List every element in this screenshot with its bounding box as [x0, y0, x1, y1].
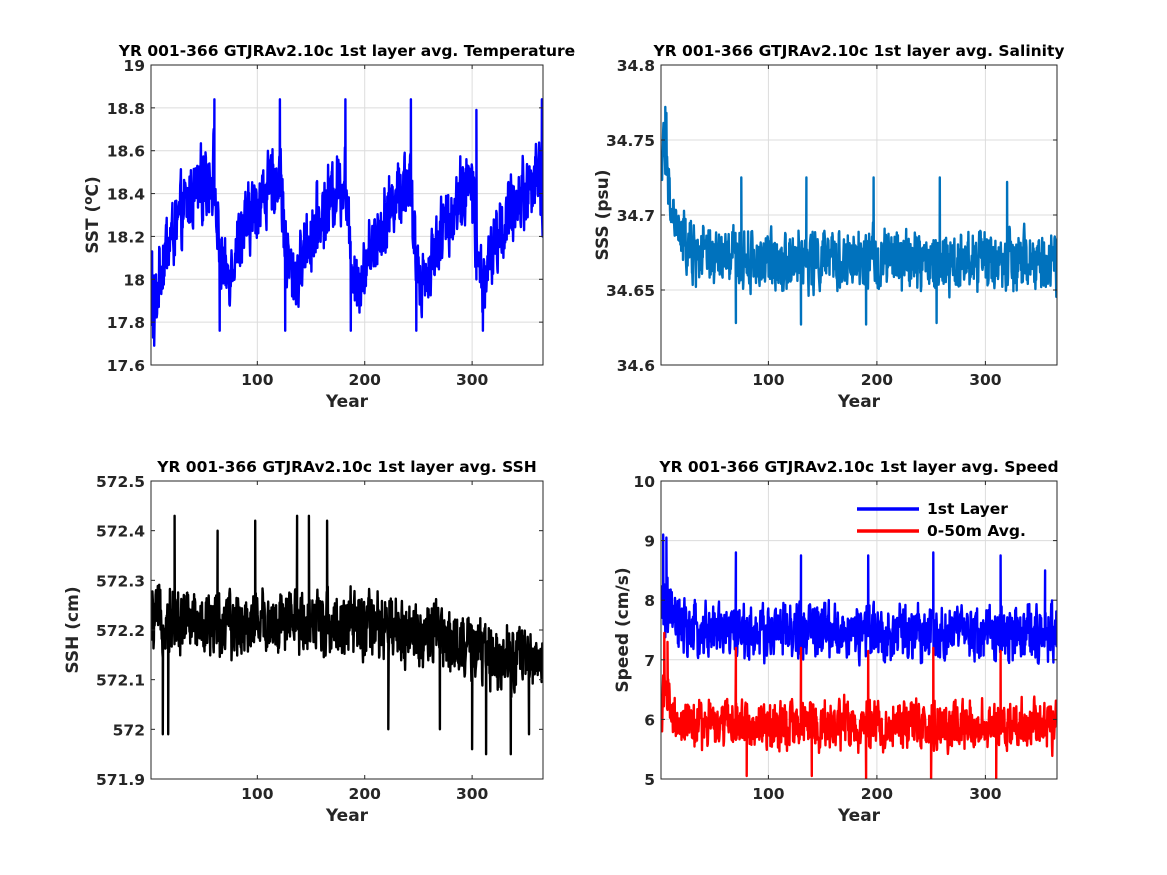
y-tick-label: 571.9 [96, 771, 145, 789]
chart-title: YR 001-366 GTJRAv2.10c 1st layer avg. Sp… [658, 458, 1058, 476]
y-tick-label: 34.75 [606, 132, 655, 150]
x-axis-label: Year [837, 392, 881, 412]
chart-title: YR 001-366 GTJRAv2.10c 1st layer avg. Te… [118, 42, 575, 60]
legend-label: 0-50m Avg. [927, 522, 1026, 540]
x-tick-label: 100 [241, 371, 274, 389]
x-tick-label: 200 [861, 371, 894, 389]
axes-box [150, 64, 544, 366]
y-axis-label-superscript: o [81, 196, 95, 204]
y-axis-label: Speed (cm/s) [613, 567, 633, 692]
series-line-1 [661, 533, 1057, 667]
y-tick-label: 5 [644, 771, 655, 789]
x-tick-label: 100 [752, 371, 785, 389]
y-tick-label: 572 [113, 721, 145, 739]
x-tick-label: 300 [456, 371, 489, 389]
x-tick-label: 200 [861, 785, 894, 803]
y-tick-label: 18.4 [107, 186, 145, 204]
y-axis-label: SSH (cm) [63, 586, 83, 673]
y-axis-label-text: SST ( [83, 205, 103, 254]
y-axis-label: SSS (psu) [593, 169, 613, 260]
chart-title: YR 001-366 GTJRAv2.10c 1st layer avg. SS… [156, 458, 537, 476]
x-tick-label: 300 [969, 785, 1002, 803]
x-tick-label: 300 [456, 785, 489, 803]
x-axis-label: Year [325, 806, 369, 826]
series-line-1 [151, 514, 543, 756]
series-line-1 [151, 98, 543, 347]
series-line-1 [661, 105, 1057, 326]
y-axis-label: SST (oC) [81, 176, 103, 254]
y-tick-label: 34.65 [606, 282, 655, 300]
y-tick-label: 572.1 [96, 672, 145, 690]
chart-panel-3: 100 200 300 571.9 572 572.1 572.2 572.3 572.4 572… [63, 458, 544, 826]
x-axis-label: Year [837, 806, 881, 826]
y-tick-label: 17.8 [107, 314, 145, 332]
y-tick-label: 34.7 [617, 207, 655, 225]
y-tick-label: 7 [644, 652, 655, 670]
y-tick-label: 572.3 [96, 572, 145, 590]
x-tick-label: 300 [969, 371, 1002, 389]
y-tick-label: 9 [644, 533, 655, 551]
x-axis-label: Year [325, 392, 369, 412]
y-tick-label: 18 [123, 271, 145, 289]
series-line-2 [661, 631, 1057, 779]
y-tick-label: 572.2 [96, 622, 145, 640]
axes-box [660, 480, 1058, 780]
y-tick-label: 17.6 [107, 357, 145, 375]
y-tick-label: 18.6 [107, 143, 145, 161]
y-tick-label: 8 [644, 592, 655, 610]
y-tick-label: 18.8 [107, 100, 145, 118]
chart-panel-1: 100 200 300 17.6 17.8 18 18.2 18.4 18.6 18.8 19YR … [81, 42, 575, 412]
legend-label: 1st Layer [927, 500, 1008, 518]
y-tick-label: 6 [644, 711, 655, 729]
y-axis-label-unit: C) [83, 176, 103, 196]
y-tick-label: 572.4 [96, 523, 145, 541]
y-tick-label: 18.2 [107, 228, 145, 246]
x-tick-label: 200 [349, 785, 382, 803]
x-tick-label: 100 [241, 785, 274, 803]
chart-panel-2: 100 200 300 34.6 34.65 34.7 34.75 34.8YR 001-36… [593, 42, 1065, 412]
y-tick-label: 34.6 [617, 357, 655, 375]
y-tick-label: 34.8 [617, 57, 655, 75]
y-tick-label: 572.5 [96, 473, 145, 491]
x-tick-label: 100 [752, 785, 785, 803]
chart-title: YR 001-366 GTJRAv2.10c 1st layer avg. Sa… [652, 42, 1064, 60]
y-tick-label: 19 [123, 57, 145, 75]
legend: 1st Layer 0-50m Avg. [857, 500, 1026, 540]
x-tick-label: 200 [349, 371, 382, 389]
y-tick-label: 10 [633, 473, 655, 491]
